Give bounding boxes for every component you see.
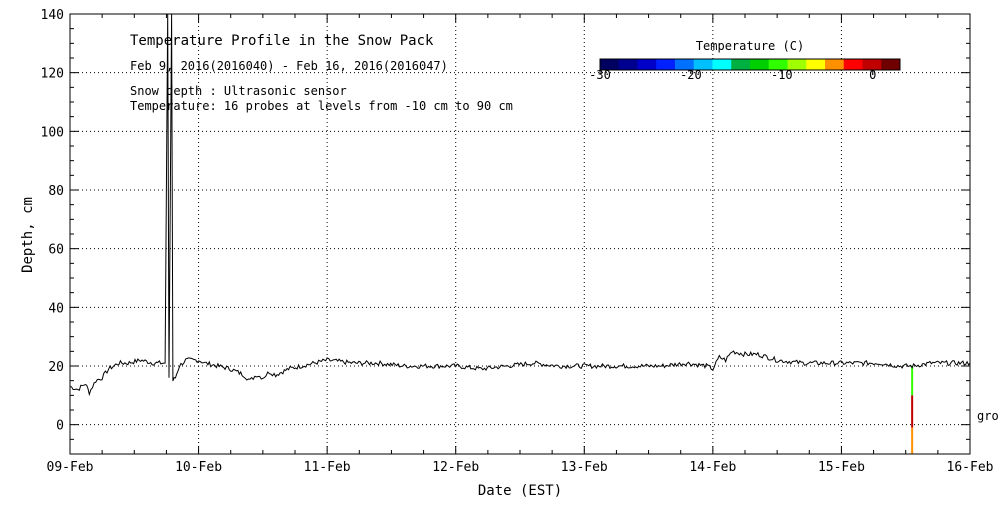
colorbar-swatch — [656, 59, 676, 70]
y-tick-label: 100 — [41, 125, 64, 140]
y-tick-label: 20 — [48, 360, 64, 375]
x-tick-label: 09-Feb — [47, 460, 94, 475]
grid-layer — [70, 14, 970, 454]
colorbar-swatch — [600, 59, 620, 70]
x-tick-label: 14-Feb — [689, 460, 736, 475]
x-tick-label: 13-Feb — [561, 460, 608, 475]
side-label: gro — [977, 409, 999, 423]
colorbar-swatch — [618, 59, 638, 70]
x-tick-label: 15-Feb — [818, 460, 865, 475]
x-tick-label: 16-Feb — [947, 460, 994, 475]
x-axis-label: Date (EST) — [478, 483, 562, 499]
series-layer — [69, 13, 971, 397]
colorbar-tick-label: -30 — [589, 68, 611, 82]
y-axis-label: Depth, cm — [20, 197, 36, 273]
colorbar-swatch — [637, 59, 657, 70]
y-tick-label: 140 — [41, 8, 64, 23]
colorbar-swatch — [787, 59, 807, 70]
colorbar-tick-label: -20 — [680, 68, 702, 82]
colorbar-swatch — [750, 59, 770, 70]
note-temperature: Temperature: 16 probes at levels from -1… — [130, 99, 513, 113]
colorbar-swatch — [712, 59, 732, 70]
note-snow-depth: Snow depth : Ultrasonic sensor — [130, 84, 347, 98]
colorbar-swatch — [675, 59, 695, 70]
y-axis-ticks: 0 20 40 60 80 100 120 140 — [41, 8, 970, 455]
colorbar-swatch — [881, 59, 901, 70]
colorbar-swatch — [825, 59, 845, 70]
y-tick-label: 120 — [41, 67, 64, 82]
chart-subtitle: Feb 9, 2016(2016040) - Feb 16, 2016(2016… — [130, 59, 448, 73]
x-tick-label: 10-Feb — [175, 460, 222, 475]
colorbar-frame — [599, 58, 901, 71]
x-tick-label: 12-Feb — [432, 460, 479, 475]
colorbar-swatch — [862, 59, 882, 70]
x-tick-label: 11-Feb — [304, 460, 351, 475]
colorbar-tick-label: -10 — [771, 68, 793, 82]
plot-frame — [69, 13, 971, 455]
colorbar-swatch — [843, 59, 863, 70]
snow-depth-line — [69, 13, 971, 397]
colorbar: -30 -20 -10 0 — [589, 58, 901, 82]
y-tick-label: 0 — [56, 419, 64, 434]
colorbar-swatch — [731, 59, 751, 70]
chart-title: Temperature Profile in the Snow Pack — [130, 33, 434, 49]
y-tick-label: 60 — [48, 243, 64, 258]
colorbar-tick-label: 0 — [869, 68, 876, 82]
colorbar-title: Temperature (C) — [696, 39, 804, 53]
y-tick-label: 40 — [48, 301, 64, 316]
x-axis-ticks: 09-Feb 10-Feb 11-Feb 12-Feb 13-Feb 14-Feb 15-F… — [47, 14, 994, 475]
y-tick-label: 80 — [48, 184, 64, 199]
colorbar-swatch — [768, 59, 788, 70]
colorbar-swatch — [693, 59, 713, 70]
colorbar-swatch — [806, 59, 826, 70]
